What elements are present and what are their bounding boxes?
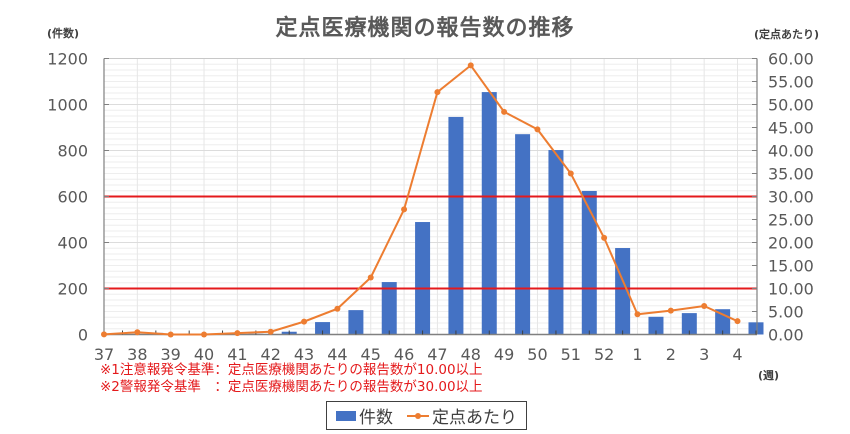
line-per-site bbox=[103, 63, 738, 336]
bar-count bbox=[681, 313, 697, 335]
chart-title: 定点医療機関の報告数の推移 bbox=[275, 16, 575, 41]
right-tick-label: 15.00 bbox=[768, 257, 814, 276]
line-marker bbox=[201, 331, 208, 338]
left-tick-label: 400 bbox=[57, 234, 88, 253]
left-tick-label: 1000 bbox=[47, 96, 88, 115]
line-marker bbox=[701, 302, 708, 309]
bar-count bbox=[315, 322, 331, 335]
chart-legend: 件数 定点あたり bbox=[326, 401, 527, 430]
line-marker bbox=[367, 274, 374, 281]
x-tick-label: 38 bbox=[127, 345, 147, 364]
legend-item-count: 件数 bbox=[336, 403, 393, 428]
x-tick-label: 44 bbox=[327, 345, 347, 364]
line-swatch-icon bbox=[407, 411, 429, 421]
bar-swatch-icon bbox=[336, 410, 356, 421]
line-marker bbox=[267, 328, 274, 335]
bar-count bbox=[548, 150, 564, 335]
left-tick-label: 1200 bbox=[47, 50, 88, 69]
x-tick-label: 1 bbox=[632, 345, 642, 364]
left-tick-label: 200 bbox=[57, 280, 88, 299]
right-tick-label: 20.00 bbox=[768, 234, 814, 253]
x-tick-label: 47 bbox=[427, 345, 447, 364]
right-tick-label: 5.00 bbox=[768, 303, 804, 322]
right-tick-label: 50.00 bbox=[768, 96, 814, 115]
right-tick-label: 60.00 bbox=[768, 50, 814, 69]
line-marker bbox=[601, 234, 608, 241]
right-tick-label: 55.00 bbox=[768, 73, 814, 92]
x-tick-label: 2 bbox=[666, 345, 676, 364]
line-marker bbox=[134, 329, 141, 336]
x-tick-label: 39 bbox=[161, 345, 181, 364]
right-tick-label: 30.00 bbox=[768, 188, 814, 207]
x-tick-label: 48 bbox=[461, 345, 481, 364]
x-tick-label: 41 bbox=[227, 345, 247, 364]
bar-count bbox=[448, 116, 464, 335]
bar-count bbox=[348, 310, 364, 335]
line-marker bbox=[301, 318, 308, 325]
line-marker bbox=[734, 318, 741, 325]
right-tick-label: 35.00 bbox=[768, 165, 814, 184]
left-axis-unit: (件数) bbox=[47, 27, 80, 40]
x-tick-label: 52 bbox=[594, 345, 614, 364]
line-marker bbox=[534, 126, 541, 133]
line-marker bbox=[167, 331, 174, 338]
right-tick-label: 45.00 bbox=[768, 119, 814, 138]
left-tick-label: 600 bbox=[57, 188, 88, 207]
line-marker bbox=[567, 170, 574, 177]
line-marker bbox=[501, 108, 508, 115]
x-tick-label: 49 bbox=[494, 345, 514, 364]
right-axis-unit: (定点あたり) bbox=[754, 28, 820, 41]
line-marker bbox=[334, 305, 341, 312]
right-tick-label: 10.00 bbox=[768, 280, 814, 299]
legend-label-count: 件数 bbox=[359, 408, 393, 428]
legend-label-per-site: 定点あたり bbox=[432, 408, 517, 428]
bar-count bbox=[415, 222, 431, 335]
x-tick-label: 4 bbox=[732, 345, 742, 364]
line-marker bbox=[467, 62, 474, 69]
right-tick-label: 0.00 bbox=[768, 326, 804, 345]
line-marker bbox=[101, 331, 107, 338]
x-axis-unit: (週) bbox=[758, 369, 780, 382]
right-tick-label: 25.00 bbox=[768, 211, 814, 230]
line-marker bbox=[401, 206, 408, 213]
x-tick-label: 3 bbox=[699, 345, 709, 364]
bar-count bbox=[515, 134, 531, 335]
bar-count bbox=[581, 190, 597, 335]
x-tick-label: 45 bbox=[361, 345, 381, 364]
line-marker bbox=[234, 330, 241, 337]
line-marker bbox=[667, 307, 674, 314]
x-tick-label: 40 bbox=[194, 345, 214, 364]
note-warning: ※2警報発令基準 ：定点医療機関あたりの報告数が30.00以上 bbox=[100, 379, 483, 395]
x-tick-label: 51 bbox=[561, 345, 581, 364]
note-advisory: ※1注意報発令基準：定点医療機関あたりの報告数が10.00以上 bbox=[100, 362, 483, 378]
threshold-notes: ※1注意報発令基準：定点医療機関あたりの報告数が10.00以上 ※2警報発令基準… bbox=[100, 362, 483, 396]
line-marker bbox=[434, 89, 441, 96]
bar-count bbox=[381, 282, 397, 335]
bar-count bbox=[481, 92, 497, 335]
left-tick-label: 0 bbox=[78, 326, 88, 345]
x-tick-label: 37 bbox=[94, 345, 114, 364]
x-tick-label: 43 bbox=[294, 345, 314, 364]
x-tick-label: 50 bbox=[527, 345, 547, 364]
bar-count bbox=[748, 322, 764, 335]
x-tick-label: 42 bbox=[261, 345, 281, 364]
right-tick-label: 40.00 bbox=[768, 142, 814, 161]
x-tick-label: 46 bbox=[394, 345, 414, 364]
legend-item-per-site: 定点あたり bbox=[407, 403, 517, 428]
bar-count bbox=[648, 316, 664, 335]
left-tick-label: 800 bbox=[57, 142, 88, 161]
line-marker bbox=[634, 311, 641, 318]
